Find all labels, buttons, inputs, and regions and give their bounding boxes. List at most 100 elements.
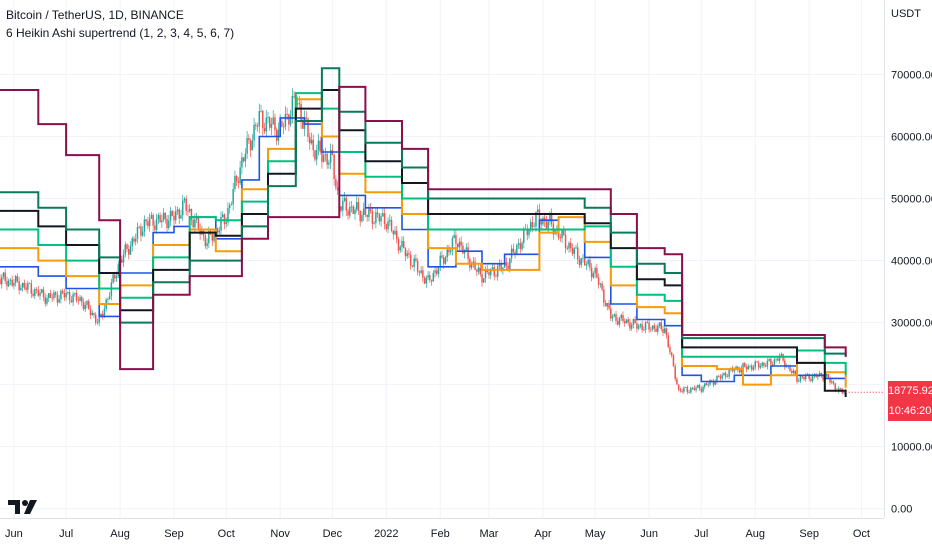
y-tick-label: 10000.00 <box>891 442 932 454</box>
candle-body <box>630 324 633 329</box>
candle-body <box>559 237 562 239</box>
candle-body <box>260 110 262 112</box>
candle-body <box>570 242 572 249</box>
candle-body <box>180 215 182 219</box>
candle-body <box>126 244 128 249</box>
candle-body <box>91 312 93 315</box>
candle-body <box>389 219 391 222</box>
candle-body <box>601 283 603 290</box>
candle-body <box>648 322 650 330</box>
candle-body <box>129 246 132 255</box>
candle-body <box>107 298 109 300</box>
candle-body <box>514 252 516 254</box>
candle-body <box>296 103 299 105</box>
candle-body <box>274 117 276 130</box>
candle-body <box>778 356 781 361</box>
candle-body <box>114 274 116 279</box>
candle-body <box>733 370 736 372</box>
price-axis-unit: USDT <box>891 8 921 20</box>
x-tick-label: Oct <box>218 528 235 540</box>
candle-body <box>206 243 208 247</box>
candle-body <box>0 279 1 285</box>
candle-body <box>470 262 473 268</box>
candle-body <box>627 319 629 323</box>
candle-body <box>651 325 654 330</box>
supertrend-line-2 <box>0 98 847 388</box>
candle-body <box>449 250 452 253</box>
candle-body <box>359 210 361 222</box>
candle-body <box>312 139 314 151</box>
candle-body <box>568 242 570 249</box>
candle-body <box>169 210 172 221</box>
candle-body <box>159 215 161 223</box>
candle-body <box>335 179 337 188</box>
candle-body <box>46 298 48 304</box>
candle-body <box>131 238 134 247</box>
candle-body <box>152 214 154 226</box>
candle-body <box>49 293 52 298</box>
candle-body <box>315 150 318 160</box>
candle-body <box>314 150 316 160</box>
candle-body <box>773 359 776 365</box>
candle-body <box>535 211 537 227</box>
candle-body <box>401 240 403 247</box>
candle-body <box>75 293 78 301</box>
candle-body <box>176 209 179 212</box>
candle-body <box>37 290 40 296</box>
candle-body <box>197 216 200 229</box>
candle-body <box>270 124 273 128</box>
candle-body <box>242 157 245 162</box>
candle-body <box>9 279 12 281</box>
candle-body <box>249 140 252 151</box>
candle-body <box>326 154 328 165</box>
candle-body <box>663 328 666 333</box>
x-tick-label: Sep <box>164 528 184 540</box>
candle-body <box>796 374 798 382</box>
indicator-label[interactable]: 6 Heikin Ashi supertrend (1, 2, 3, 4, 5,… <box>6 26 235 40</box>
candle-body <box>429 275 431 281</box>
candle-body <box>592 273 595 278</box>
candle-body <box>58 299 60 303</box>
candle-body <box>474 261 476 270</box>
supertrend-line-5 <box>0 67 847 357</box>
candle-body <box>355 202 358 210</box>
candle-body <box>613 314 616 317</box>
candle-body <box>811 375 814 381</box>
candle-body <box>25 287 27 290</box>
candle-body <box>827 374 830 379</box>
candle-body <box>636 323 638 329</box>
candle-body <box>491 267 494 269</box>
tradingview-logo-icon[interactable] <box>6 496 40 518</box>
candle-body <box>288 114 290 125</box>
candle-body <box>803 377 805 380</box>
candle-body <box>82 302 85 310</box>
candle-body <box>550 213 553 225</box>
candle-body <box>103 308 106 316</box>
candle-body <box>507 265 509 270</box>
candle-body <box>161 220 163 223</box>
candle-body <box>368 208 370 217</box>
y-tick-label: 70000.00 <box>891 69 932 81</box>
candle-body <box>763 362 765 366</box>
candle-body <box>239 167 241 184</box>
candle-body <box>141 231 144 236</box>
candle-body <box>194 219 196 228</box>
candle-body <box>27 283 29 290</box>
candle-body <box>101 313 104 316</box>
candle-body <box>629 322 631 329</box>
candle-body <box>157 215 160 220</box>
candle-body <box>683 387 685 392</box>
candle-body <box>599 283 602 285</box>
candle-body <box>561 230 563 239</box>
symbol-title[interactable]: Bitcoin / TetherUS, 1D, BINANCE <box>6 8 184 22</box>
candle-body <box>225 222 227 225</box>
candle-body <box>86 301 88 305</box>
candle-body <box>220 217 222 231</box>
candle-body <box>479 267 482 275</box>
candle-body <box>705 383 708 386</box>
candle-body <box>366 215 368 217</box>
candle-body <box>369 208 372 212</box>
candle-body <box>700 388 703 392</box>
candle-body <box>293 96 295 97</box>
